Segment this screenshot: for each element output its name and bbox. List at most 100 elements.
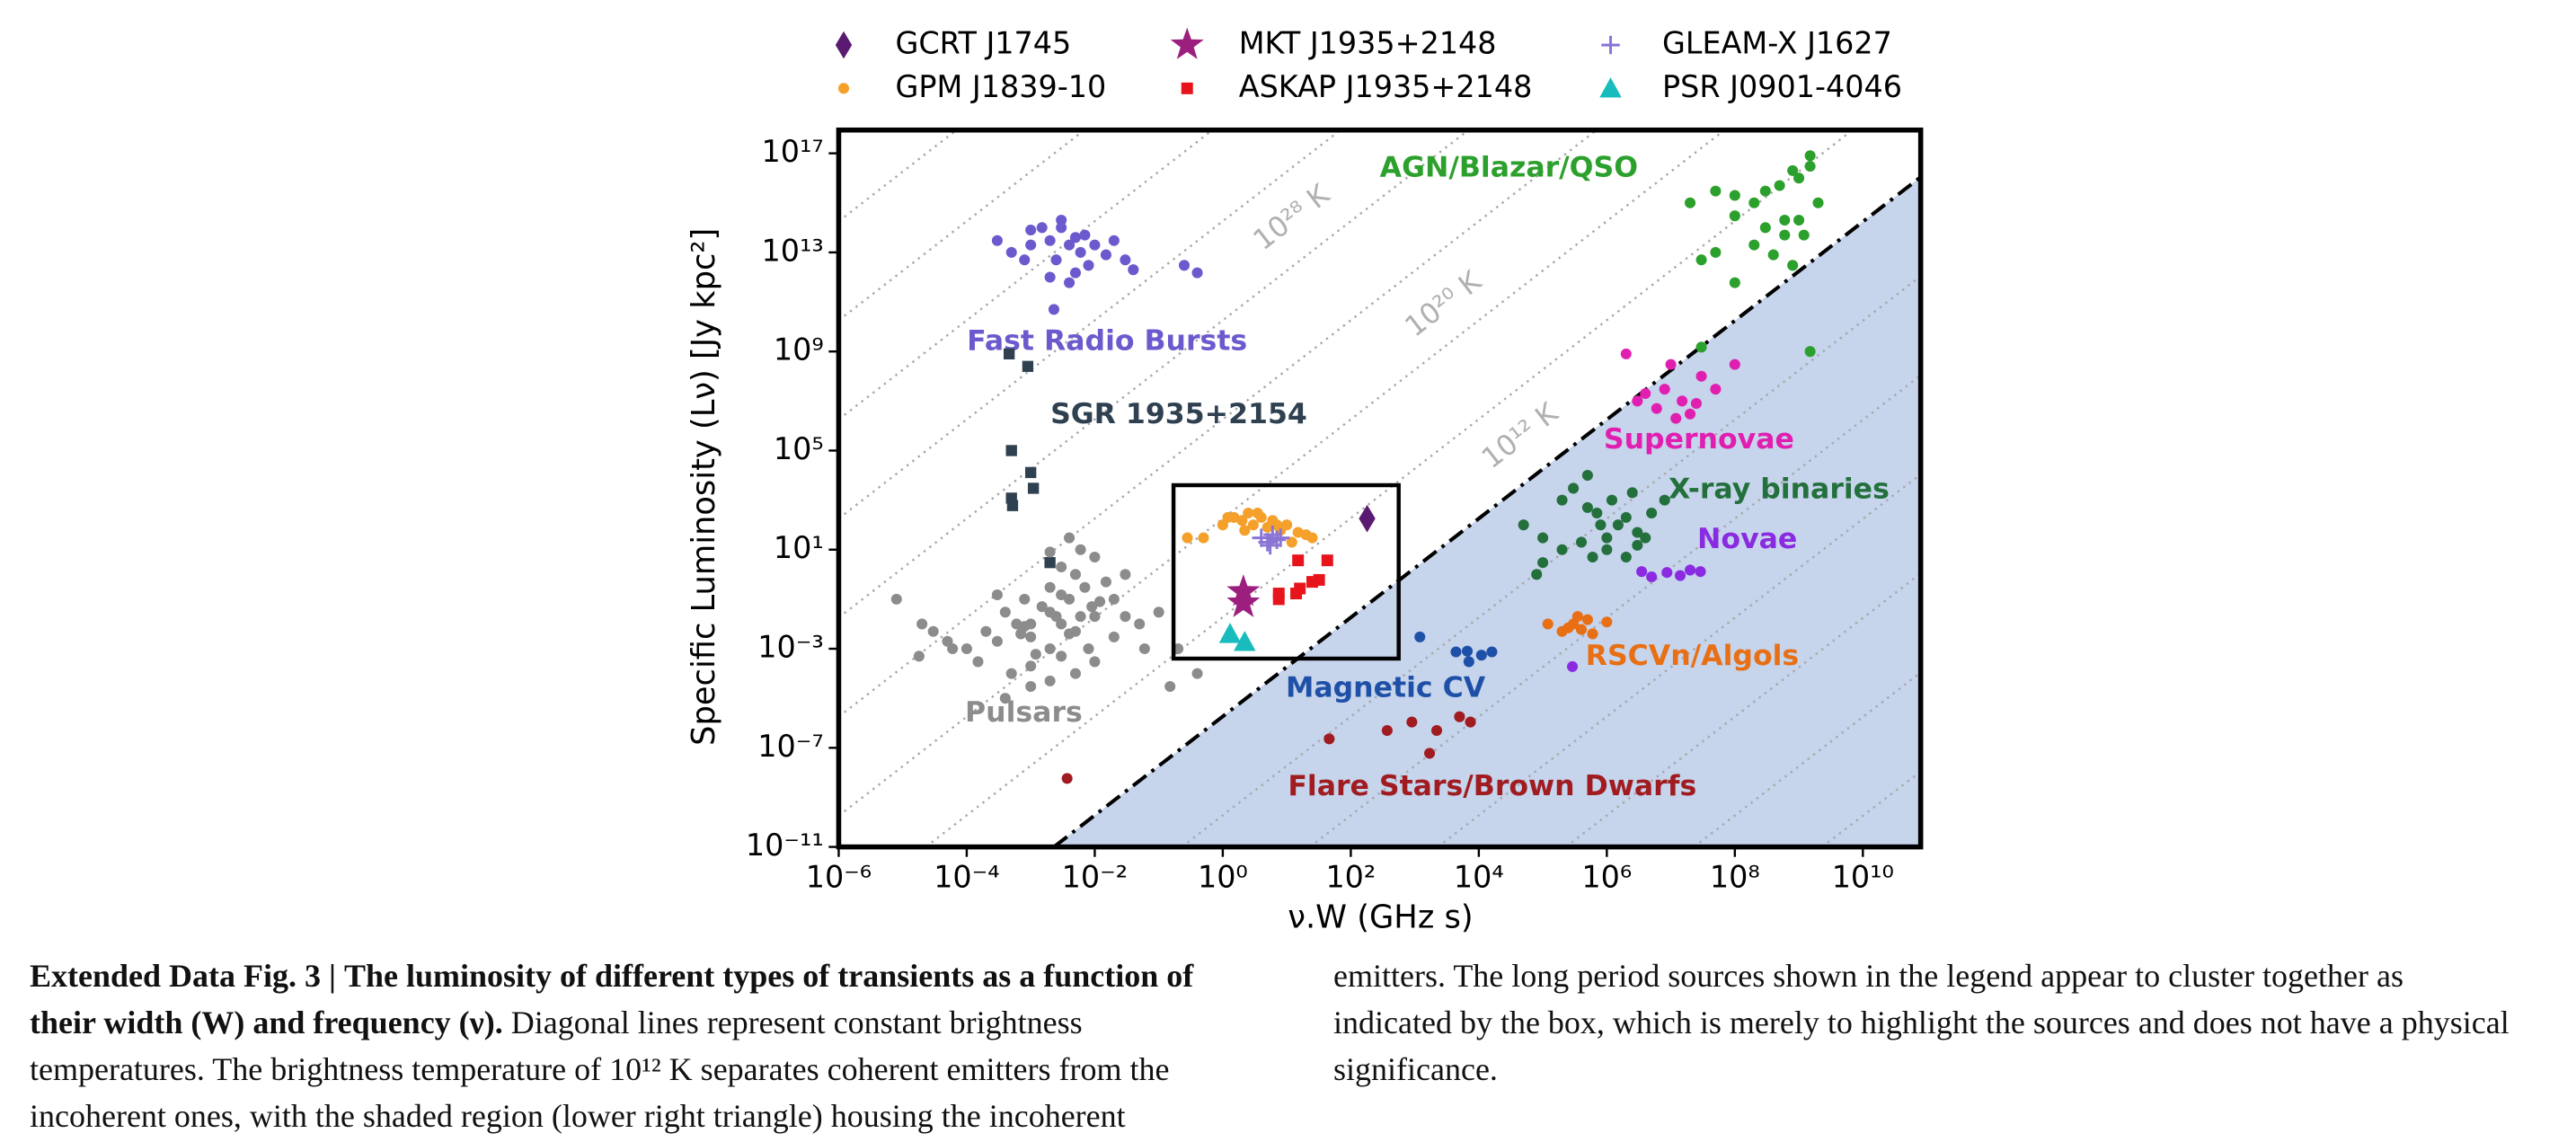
point <box>1138 642 1150 655</box>
point <box>1454 711 1465 722</box>
legend-marker <box>1181 82 1193 94</box>
point <box>1015 628 1027 640</box>
point <box>999 693 1011 704</box>
point <box>1685 408 1696 420</box>
point <box>1424 748 1436 759</box>
point <box>1575 536 1588 548</box>
point <box>1729 190 1740 201</box>
point <box>1089 552 1101 563</box>
point <box>1083 260 1094 271</box>
x-tick-label: 10⁴ <box>1454 859 1504 894</box>
point <box>1075 544 1086 555</box>
point <box>1044 546 1056 558</box>
point <box>1659 384 1670 395</box>
population-label: RSCVn/Algols <box>1586 640 1800 672</box>
legend-marker <box>835 31 853 59</box>
point <box>1044 271 1056 283</box>
point <box>1025 224 1037 236</box>
point <box>1571 611 1583 623</box>
point <box>1537 557 1549 569</box>
point <box>1234 631 1256 651</box>
point <box>1414 631 1426 642</box>
point <box>1079 229 1091 241</box>
point <box>1804 150 1816 162</box>
population-label: Magnetic CV <box>1286 671 1486 704</box>
population-label: AGN/Blazar/QSO <box>1380 151 1638 183</box>
point <box>980 625 992 637</box>
point <box>1281 519 1293 531</box>
point <box>1134 618 1146 630</box>
point <box>991 635 1003 647</box>
point <box>1164 680 1176 693</box>
y-tick-label: 10⁻¹¹ <box>746 828 824 863</box>
point <box>1178 260 1191 271</box>
point <box>1461 645 1474 657</box>
point <box>1463 656 1474 668</box>
point <box>1272 593 1285 606</box>
point <box>1271 528 1290 547</box>
point <box>1632 395 1643 407</box>
point <box>1069 232 1082 243</box>
point <box>1025 631 1037 642</box>
point <box>1089 239 1101 251</box>
point <box>1620 552 1632 563</box>
point <box>1531 569 1543 580</box>
population-label: X-ray binaries <box>1669 474 1890 506</box>
point <box>947 642 959 655</box>
caption-text: Diagonal lines represent constant bright… <box>30 958 2510 1134</box>
legend-label: MKT J1935+2148 <box>1239 26 1497 61</box>
point <box>1518 519 1529 531</box>
point <box>1191 267 1203 279</box>
point <box>1198 532 1209 544</box>
point <box>1025 660 1037 672</box>
temperature-line <box>1437 473 1922 848</box>
temperature-line <box>837 128 958 223</box>
point <box>991 589 1003 601</box>
point <box>1025 680 1037 693</box>
temperature-line <box>837 128 1726 817</box>
caption-label: Extended Data Fig. 3 | <box>30 958 336 994</box>
point <box>1019 254 1031 266</box>
point <box>1793 173 1805 184</box>
point <box>1089 656 1101 668</box>
point <box>1128 264 1139 276</box>
point <box>1069 267 1082 279</box>
point <box>1556 544 1568 555</box>
point <box>1729 210 1740 222</box>
x-tick-label: 10⁻⁴ <box>934 859 999 894</box>
point <box>1050 254 1062 266</box>
point <box>1056 589 1067 601</box>
point <box>1748 239 1760 251</box>
temperature-line <box>837 128 1214 421</box>
point <box>1006 500 1019 511</box>
point <box>1050 611 1062 623</box>
point <box>1120 254 1131 266</box>
point <box>1306 532 1318 544</box>
y-tick-label: 10¹ <box>774 530 824 565</box>
point <box>1108 235 1120 246</box>
point <box>1079 581 1091 593</box>
temperature-line <box>837 128 1341 520</box>
point <box>1064 593 1076 605</box>
point <box>1581 501 1593 513</box>
legend-label: ASKAP J1935+2148 <box>1239 69 1533 104</box>
point <box>1044 556 1056 569</box>
point <box>991 235 1003 246</box>
point <box>1475 650 1487 661</box>
legend-label: GCRT J1745 <box>896 26 1072 61</box>
point <box>1620 348 1632 359</box>
point <box>972 656 984 668</box>
legend-marker <box>1599 77 1622 98</box>
point <box>1636 566 1648 578</box>
point <box>1695 341 1707 353</box>
point <box>1787 260 1799 271</box>
population-label: Novae <box>1697 523 1797 555</box>
point <box>1236 515 1248 527</box>
temperature-line <box>1181 275 1922 848</box>
point <box>1562 622 1574 633</box>
point <box>1581 614 1593 625</box>
point <box>1793 215 1805 226</box>
point <box>1075 246 1086 258</box>
point <box>1064 628 1076 640</box>
point <box>1575 624 1588 635</box>
